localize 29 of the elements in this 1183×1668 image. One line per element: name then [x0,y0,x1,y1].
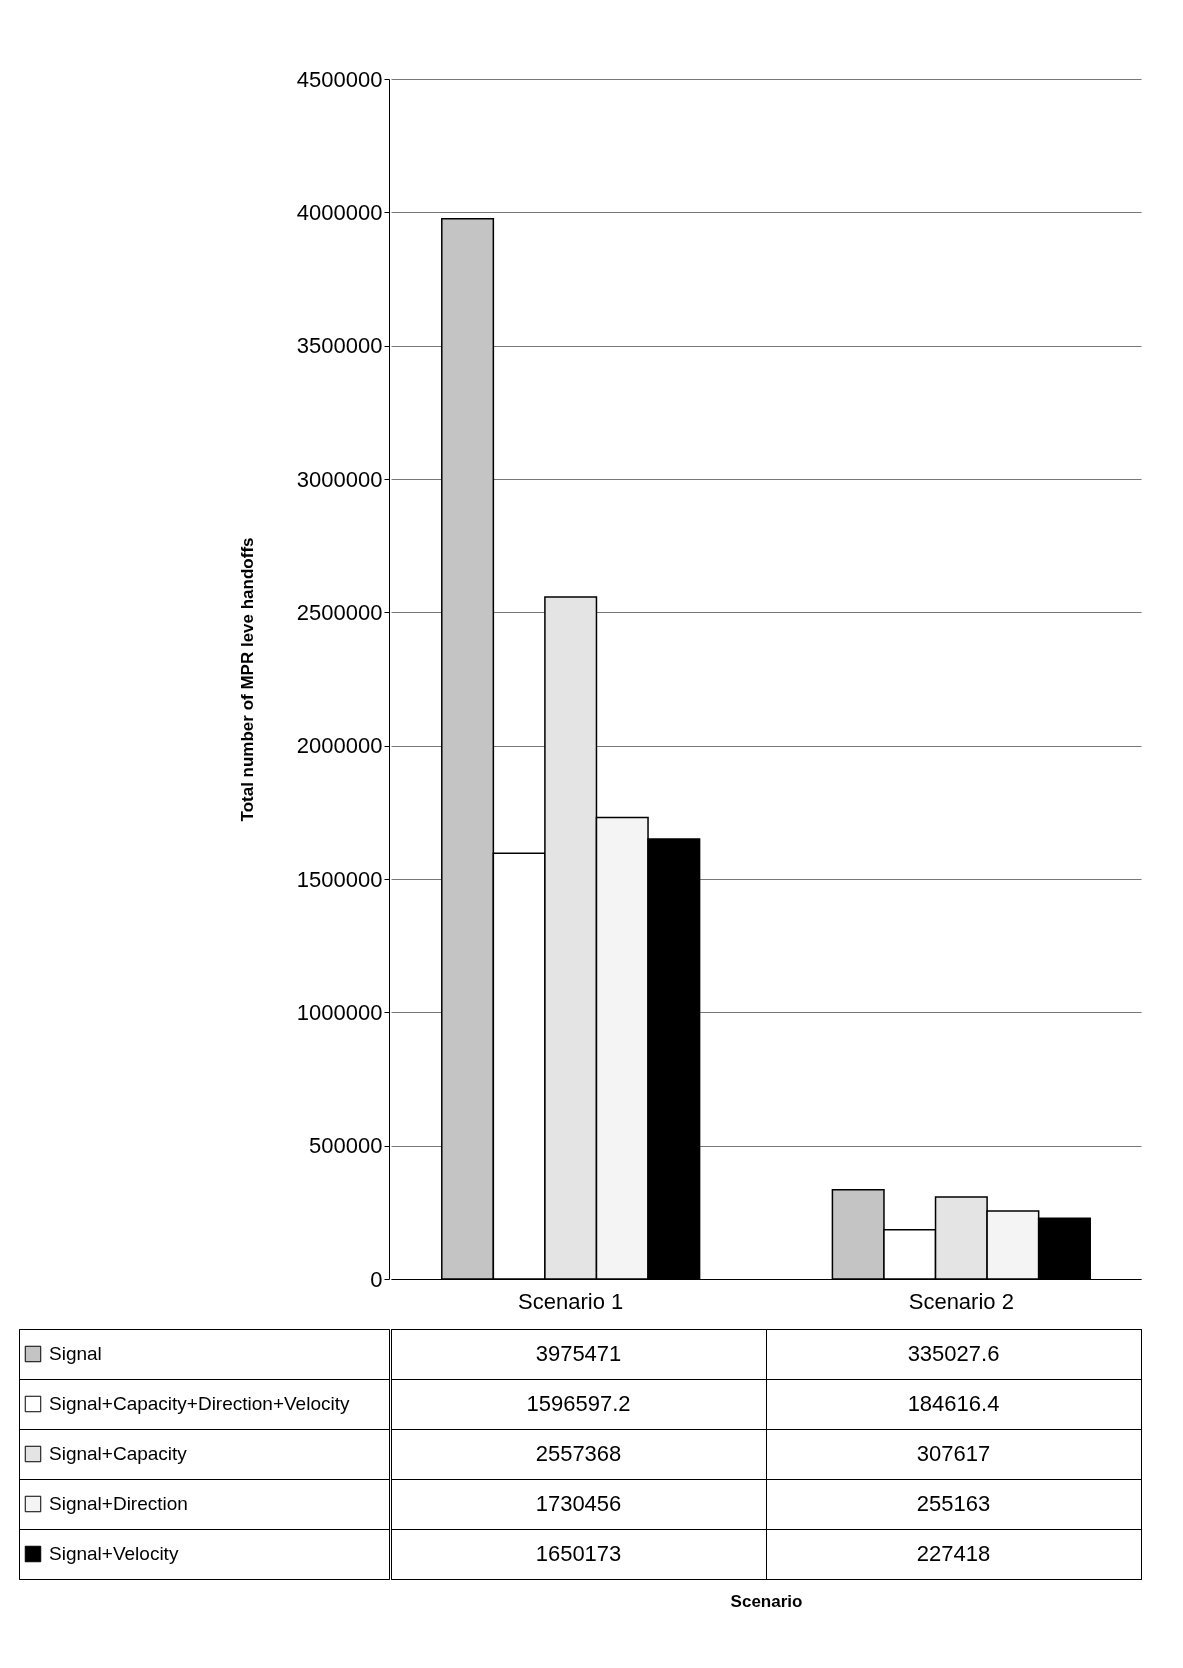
data-label: 227418 [916,1541,991,1566]
y-tick-label: 4000000 [296,199,383,225]
y-tick-label: 4500000 [296,66,383,92]
data-label: 335027.6 [907,1341,1000,1366]
y-tick-label: 2500000 [296,599,383,625]
y-tick-label: 1500000 [296,866,383,892]
y-tick-label: 3500000 [296,333,383,359]
legend-label: Signal+Velocity [49,1543,179,1564]
data-label: 1730456 [535,1491,622,1516]
x-tick-label: Scenario 1 [518,1288,624,1314]
data-label: 2557368 [535,1441,622,1466]
y-tick-label: 3000000 [296,466,383,492]
data-label: 1650173 [535,1541,622,1566]
text: Scenario [730,1591,803,1611]
y-tick-label: 1000000 [296,999,383,1025]
data-label: 3975471 [535,1341,622,1366]
data-label: 184616.4 [907,1391,1000,1416]
data-label: 255163 [916,1491,991,1516]
legend-label: Signal+Capacity+Direction+Velocity [49,1393,350,1414]
y-tick-label: 0 [370,1266,383,1292]
legend-label: Signal [49,1343,102,1364]
y-tick-label: 2000000 [296,733,383,759]
y-tick-label: 500000 [309,1133,383,1159]
data-label: 307617 [916,1441,991,1466]
data-label: 1596597.2 [526,1391,631,1416]
y-axis-title: Total number of MPR leve handoffs [237,537,257,822]
x-tick-label: Scenario 2 [908,1288,1014,1314]
legend-label: Signal+Capacity [49,1443,188,1464]
legend-label: Signal+Direction [49,1493,188,1514]
